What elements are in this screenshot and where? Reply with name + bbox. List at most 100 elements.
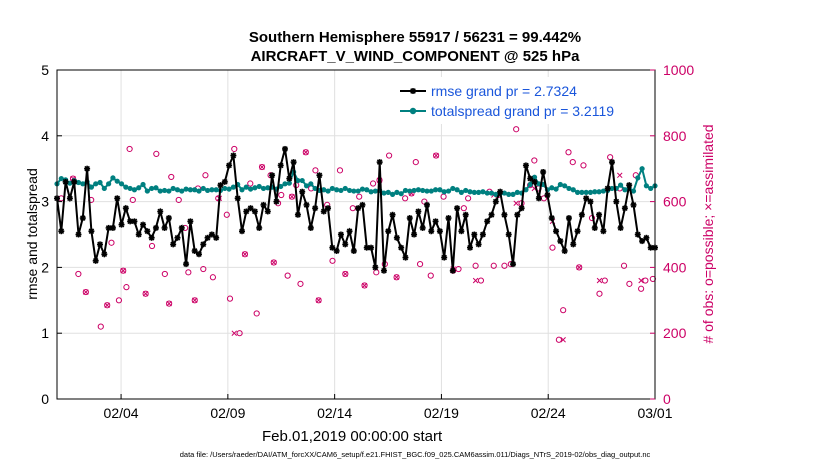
rmse-star-stroke (411, 231, 417, 238)
rmse-point (561, 247, 568, 254)
y2-tick-label: 200 (663, 325, 687, 341)
totalspread-point (329, 185, 335, 192)
totalspread-point (385, 189, 391, 195)
rmse-point (380, 267, 387, 274)
totalspread-point (226, 186, 232, 192)
totalspread-point (174, 187, 181, 193)
totalspread-point (432, 187, 439, 193)
rmse-star-stroke (131, 218, 138, 225)
rmse-point (333, 247, 340, 254)
legend-rmse-star (410, 88, 416, 94)
rmse-point (587, 198, 594, 205)
rmse-point (428, 228, 435, 235)
totalspread-point (639, 166, 645, 172)
rmse-star-stroke (647, 244, 654, 251)
rmse-star-stroke (58, 228, 65, 235)
rmse-star-stroke (209, 231, 215, 238)
y-axis-label: rmse and totalspread (24, 168, 40, 300)
obs-possible-point (432, 152, 440, 159)
rmse-point (195, 251, 202, 258)
rmse-point (204, 234, 211, 241)
y2-axis-label: # of obs: o=possible; ×=assimilated (700, 124, 716, 343)
rmse-star-stroke (484, 218, 491, 225)
totalspread-point (630, 188, 637, 194)
rmse-point (217, 182, 224, 189)
totalspread-point (252, 185, 258, 191)
totalspread-point (549, 185, 555, 191)
rmse-point (251, 208, 258, 215)
rmse-point (294, 211, 301, 218)
rmse-point (376, 159, 383, 166)
rmse-point (406, 215, 413, 222)
rmse-point (634, 231, 641, 238)
totalspread-point (510, 191, 516, 197)
rmse-star-stroke (79, 215, 86, 221)
obs-possible-point (373, 269, 380, 276)
obs-assimilated-stroke (342, 271, 349, 277)
totalspread-point (609, 185, 615, 192)
totalspread-point (471, 189, 477, 195)
axis-ticks: 02/04 02/09 02/14 02/19 02/24 03/010123450200… (41, 62, 694, 421)
y-tick-label: 3 (41, 194, 49, 210)
rmse-star-stroke (583, 195, 589, 202)
obs-possible-point (126, 145, 133, 153)
rmse-star-stroke (308, 225, 314, 231)
obs-possible-point (336, 167, 344, 174)
totalspread-point (136, 185, 142, 191)
totalspread-point (187, 187, 193, 193)
obs-possible-point (477, 277, 485, 284)
rmse-point (355, 205, 362, 212)
obs-assimilated-point (393, 274, 400, 281)
rmse-star-stroke (462, 211, 469, 218)
rmse-star-stroke (501, 211, 508, 218)
rmse-point (449, 267, 456, 274)
obs-assimilated-point (638, 277, 644, 284)
x-tick-label: 02/19 (424, 405, 459, 421)
rmse-point (238, 228, 245, 235)
rmse-point (140, 221, 147, 228)
obs-assimilated-stroke (560, 337, 566, 343)
totalspread-point (149, 185, 155, 192)
obs-possible-point (361, 282, 368, 289)
rmse-point (630, 201, 637, 208)
rmse-point (432, 218, 439, 225)
legend-rmse-label: rmse grand pr = 2.7324 (431, 83, 577, 99)
rmse-star-stroke (454, 205, 460, 211)
rmse-star-stroke (402, 254, 409, 261)
rmse-point (591, 224, 598, 231)
x-tick-label: 02/09 (210, 405, 245, 421)
obs-possible-point (123, 284, 130, 291)
rmse-point (200, 241, 207, 248)
obs-assimilated-point (120, 267, 126, 274)
obs-assimilated-stroke (166, 300, 172, 307)
rmse-star-stroke (419, 225, 426, 231)
rmse-point (471, 231, 478, 238)
obs-assimilated-point (315, 297, 322, 304)
rmse-point (75, 231, 82, 238)
rmse-star-stroke (394, 234, 400, 241)
obs-possible-point (97, 323, 104, 330)
totalspread-point (346, 187, 353, 194)
rmse-star-stroke (200, 241, 207, 248)
obs-assimilated-point (303, 149, 309, 156)
rmse-star-stroke (527, 175, 534, 182)
totalspread-point (389, 191, 396, 197)
obs-possible-point (202, 172, 209, 179)
obs-possible-point (465, 195, 472, 202)
rmse-star-stroke (286, 175, 293, 182)
rmse-star-stroke (376, 159, 383, 165)
totalspread-point (501, 190, 508, 196)
rmse-point (92, 257, 99, 264)
obs-possible-point (258, 163, 266, 171)
rmse-star-stroke (264, 208, 271, 215)
obs-possible-point (231, 145, 238, 153)
obs-assimilated-stroke (361, 282, 368, 289)
totalspread-point (467, 189, 473, 195)
rmse-star-stroke (544, 192, 551, 198)
totalspread-point (247, 186, 254, 192)
rmse-star-stroke (140, 221, 146, 228)
obs-possible-point (596, 290, 603, 297)
rmse-star-stroke (536, 195, 542, 202)
x-tick-label: 03/01 (637, 405, 672, 421)
x-tick-label: 02/04 (104, 405, 139, 421)
